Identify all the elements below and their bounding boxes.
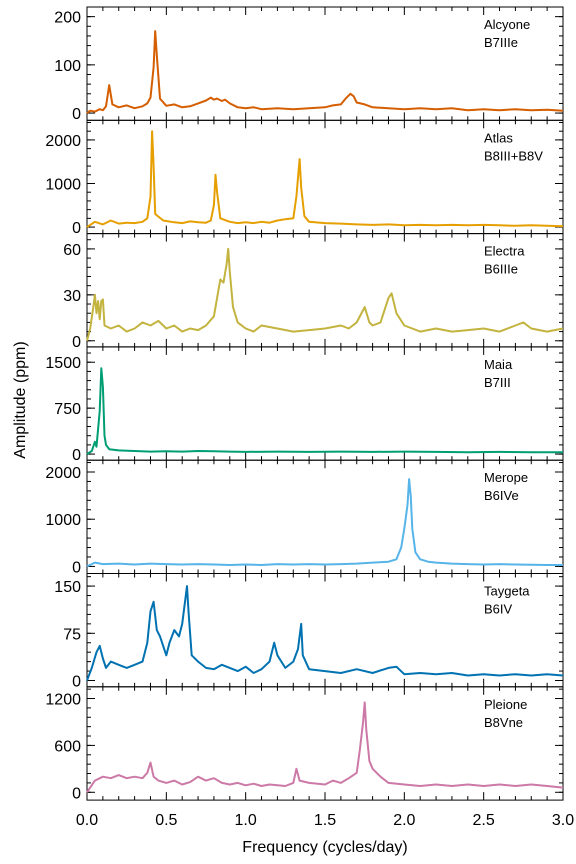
panels-layer: 0 100 200 Alcyone B7IIIe 0 1000 2000 Atlas B8III+… [45,6,564,802]
spectral-type-label: B7IIIe [484,35,518,50]
star-name-label: Electra [484,244,525,259]
spectral-type-label: B7III [484,375,511,390]
y-tick-label: 0 [72,674,81,691]
y-tick-label: 0 [72,447,81,464]
series-line-merope [86,478,563,568]
panel-maia: 0 750 1500 Maia B7III [45,346,564,464]
series-line-taygeta [86,585,564,681]
x-tick-label: 3.0 [552,812,574,829]
series-line-atlas [86,130,564,228]
y-tick-label: 0 [72,106,81,123]
panel-electra: 0 30 60 Electra B6IIIe [63,233,564,351]
spectral-type-label: B6IVe [484,488,519,503]
x-tick-label: 2.0 [393,812,415,829]
y-tick-label: 30 [63,288,81,305]
x-tick-label: 0.0 [76,812,98,829]
series-line-pleione [86,701,564,793]
x-tick-label: 1.0 [235,812,257,829]
y-axis-title: Amplitude (ppm) [12,341,29,458]
y-tick-label: 60 [63,242,81,259]
spectral-type-label: B6IIIe [484,262,518,277]
y-tick-label: 0 [72,559,81,576]
series-line-alcyone [86,30,564,114]
star-name-label: Pleione [484,697,527,712]
panel-taygeta: 0 75 150 Taygeta B6IV [54,573,564,691]
x-axis-title: Frequency (cycles/day) [242,839,407,856]
y-tick-label: 600 [54,738,81,755]
y-tick-label: 1000 [45,512,81,529]
series-line-electra [86,247,564,342]
x-tick-label: 2.5 [473,812,495,829]
series-line-maia [86,367,563,455]
y-tick-label: 100 [54,58,81,75]
panel-atlas: 0 1000 2000 Atlas B8III+B8V [45,119,564,237]
x-axis: 0.0 0.5 1.0 1.5 2.0 2.5 3.0 [76,812,574,829]
y-tick-label: 0 [72,334,81,351]
y-tick-label: 750 [54,401,81,418]
x-tick-label: 1.5 [314,812,336,829]
x-tick-label: 0.5 [155,812,177,829]
y-tick-label: 1200 [45,692,81,709]
y-tick-label: 200 [54,10,81,27]
y-tick-label: 75 [63,626,81,643]
star-name-label: Atlas [484,130,513,145]
star-name-label: Taygeta [484,584,530,599]
y-tick-label: 150 [54,579,81,596]
y-tick-label: 1500 [45,355,81,372]
star-name-label: Merope [484,470,528,485]
panel-pleione: 0 600 1200 Pleione B8Vne [45,686,564,802]
y-tick-label: 0 [72,785,81,802]
y-tick-label: 2000 [45,465,81,482]
panel-alcyone: 0 100 200 Alcyone B7IIIe [54,6,564,123]
y-tick-label: 0 [72,220,81,237]
panel-merope: 0 1000 2000 Merope B6IVe [45,459,564,576]
star-name-label: Maia [484,357,513,372]
star-name-label: Alcyone [484,17,530,32]
spectral-type-label: B8III+B8V [484,148,543,163]
y-tick-label: 2000 [45,133,81,150]
spectral-type-label: B6IV [484,602,513,617]
spectral-type-label: B8Vne [484,715,523,730]
y-tick-label: 1000 [45,176,81,193]
